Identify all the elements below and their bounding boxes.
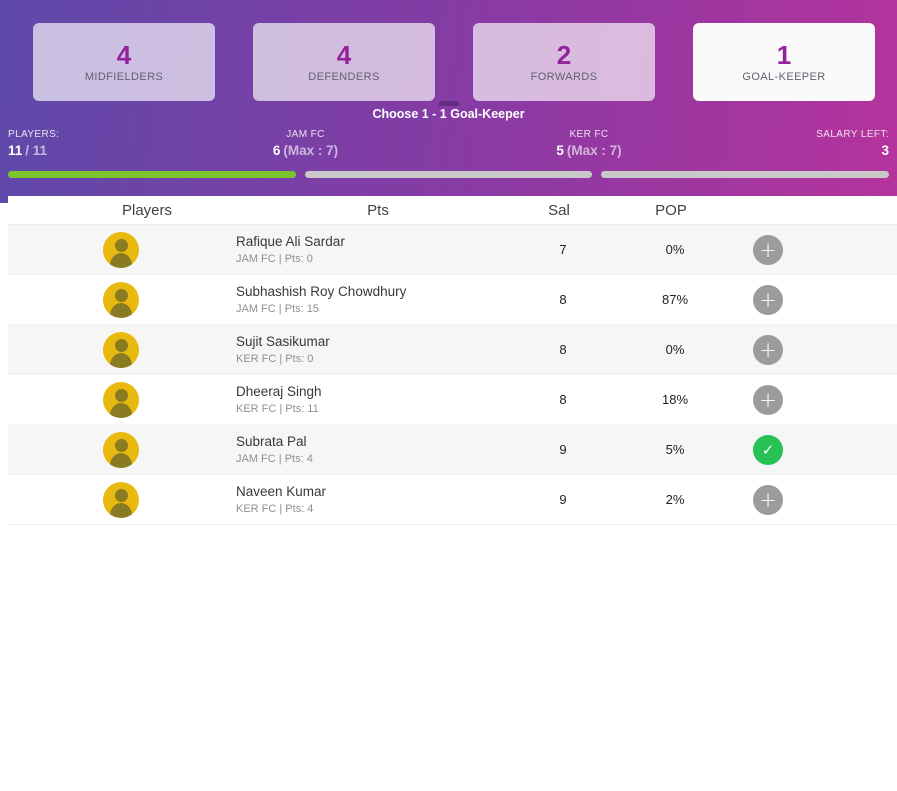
- add-player-button[interactable]: +: [753, 484, 783, 515]
- player-avatar: [103, 481, 139, 518]
- ker-fc-progress-bar: [601, 171, 890, 178]
- player-meta: JAM FC | Pts: 15: [236, 302, 319, 315]
- ker-fc-value: 5 (Max : 7): [556, 143, 622, 158]
- column-header-sal: Sal: [548, 201, 570, 219]
- player-popularity: 2%: [665, 492, 685, 507]
- defenders-label: DEFENDERS: [308, 70, 380, 83]
- goal-keeper-count: 1: [776, 39, 792, 70]
- stat-jam-fc: JAM FC 6 (Max : 7): [178, 129, 433, 159]
- team-builder-header: 4 MIDFIELDERS 4 DEFENDERS 2 FORWARDS 1 G…: [0, 0, 897, 203]
- player-popularity: 0%: [665, 342, 685, 357]
- add-player-button[interactable]: +: [753, 384, 783, 415]
- player-avatar: [103, 281, 139, 318]
- player-salary: 8: [559, 292, 567, 307]
- player-avatar: [103, 331, 139, 368]
- column-header-pop: POP: [655, 201, 687, 219]
- table-row: Rafique Ali Sardar JAM FC | Pts: 0 7 0% …: [8, 225, 897, 275]
- choose-row: Choose 1 - 1 Goal-Keeper: [0, 101, 897, 121]
- midfielders-count: 4: [116, 39, 132, 70]
- player-avatar: [103, 231, 139, 268]
- player-salary: 9: [559, 442, 567, 457]
- table-row: Subhashish Roy Chowdhury JAM FC | Pts: 1…: [8, 275, 897, 325]
- player-meta: JAM FC | Pts: 4: [236, 452, 313, 465]
- jam-fc-value: 6 (Max : 7): [272, 143, 339, 158]
- player-name: Rafique Ali Sardar: [236, 233, 345, 249]
- player-popularity: 87%: [661, 292, 689, 307]
- add-player-button[interactable]: +: [753, 234, 783, 265]
- players-label: PLAYERS:: [8, 129, 60, 140]
- progress-bars: [0, 159, 897, 178]
- player-popularity: 18%: [661, 392, 689, 407]
- stat-players: PLAYERS: 11/ 11: [8, 129, 178, 159]
- player-name: Dheeraj Singh: [236, 383, 322, 399]
- player-name: Subhashish Roy Chowdhury: [236, 283, 407, 299]
- stat-salary-left: SALARY LEFT: 3: [724, 129, 889, 159]
- choose-notch: [438, 101, 459, 106]
- player-meta: KER FC | Pts: 4: [236, 502, 314, 515]
- forwards-label: FORWARDS: [530, 70, 598, 83]
- ker-fc-label: KER FC: [569, 129, 609, 140]
- forwards-count: 2: [556, 39, 572, 70]
- player-meta: KER FC | Pts: 0: [236, 352, 314, 365]
- table-row: Naveen Kumar KER FC | Pts: 4 9 2% +: [8, 475, 897, 525]
- players-table: Players Pts Sal POP Rafique Ali Sardar J…: [8, 196, 897, 525]
- player-salary: 9: [559, 492, 567, 507]
- stat-ker-fc: KER FC 5 (Max : 7): [454, 129, 724, 159]
- card-defenders[interactable]: 4 DEFENDERS: [253, 23, 435, 101]
- player-meta: JAM FC | Pts: 0: [236, 252, 313, 265]
- player-popularity: 0%: [665, 242, 685, 257]
- player-popularity: 5%: [665, 442, 685, 457]
- stats-bar: PLAYERS: 11/ 11 JAM FC 6 (Max : 7) KER FC…: [0, 121, 897, 159]
- jam-fc-label: JAM FC: [286, 129, 325, 140]
- defenders-count: 4: [336, 39, 352, 70]
- salary-left-value: 3: [881, 143, 889, 158]
- jam-fc-progress-bar: [304, 171, 593, 178]
- table-row: Dheeraj Singh KER FC | Pts: 11 8 18% +: [8, 375, 897, 425]
- player-avatar: [103, 431, 139, 468]
- column-header-pts: Pts: [367, 201, 389, 219]
- players-progress-bar: [8, 171, 296, 178]
- player-salary: 7: [559, 242, 567, 257]
- table-header-row: Players Pts Sal POP: [8, 196, 897, 225]
- card-forwards[interactable]: 2 FORWARDS: [473, 23, 655, 101]
- player-name: Subrata Pal: [236, 433, 307, 449]
- midfielders-label: MIDFIELDERS: [84, 70, 164, 83]
- salary-left-label: SALARY LEFT:: [816, 129, 889, 140]
- player-avatar: [103, 381, 139, 418]
- player-meta: KER FC | Pts: 11: [236, 402, 319, 415]
- position-cards: 4 MIDFIELDERS 4 DEFENDERS 2 FORWARDS 1 G…: [0, 0, 897, 101]
- column-header-players: Players: [121, 201, 173, 219]
- card-goal-keeper[interactable]: 1 GOAL-KEEPER: [693, 23, 875, 101]
- player-salary: 8: [559, 392, 567, 407]
- choose-instruction: Choose 1 - 1 Goal-Keeper: [372, 107, 525, 121]
- player-name: Naveen Kumar: [236, 483, 327, 499]
- player-name: Sujit Sasikumar: [236, 333, 330, 349]
- table-row: Subrata Pal JAM FC | Pts: 4 9 5% ✓: [8, 425, 897, 475]
- add-player-button[interactable]: +: [753, 334, 783, 365]
- player-salary: 8: [559, 342, 567, 357]
- selected-check-button[interactable]: ✓: [753, 434, 783, 465]
- table-row: Sujit Sasikumar KER FC | Pts: 0 8 0% +: [8, 325, 897, 375]
- goal-keeper-label: GOAL-KEEPER: [742, 70, 826, 83]
- add-player-button[interactable]: +: [753, 284, 783, 315]
- players-value: 11/ 11: [8, 143, 48, 158]
- card-midfielders[interactable]: 4 MIDFIELDERS: [33, 23, 215, 101]
